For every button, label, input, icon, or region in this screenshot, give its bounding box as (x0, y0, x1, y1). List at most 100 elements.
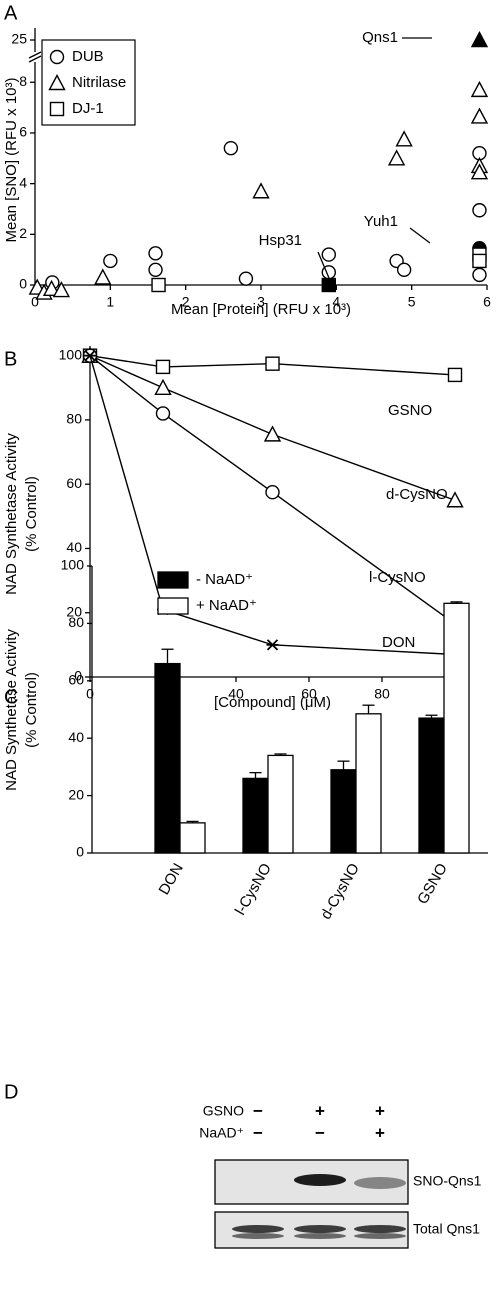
marker (52, 281, 71, 298)
marker (154, 378, 172, 395)
panel-label: A (4, 2, 18, 24)
annotation: Hsp31 (259, 232, 302, 249)
marker (321, 247, 336, 262)
y-tick-label: 2 (19, 225, 27, 241)
y-tick-label: 20 (66, 603, 82, 619)
y-tick-label: 40 (68, 729, 84, 745)
marker (155, 406, 171, 421)
sign: − (253, 1123, 263, 1142)
marker (395, 130, 413, 147)
x-tick-label: 2 (182, 294, 190, 310)
series-label: d-CysNO (386, 486, 448, 503)
bar (355, 713, 382, 854)
bar (443, 602, 470, 854)
blot-band (232, 1233, 284, 1239)
y-axis-title: (% Control) (23, 476, 40, 552)
marker (396, 262, 412, 277)
marker (266, 639, 279, 651)
legend-label: Nitrilase (72, 74, 126, 91)
blot-band (294, 1233, 346, 1239)
legend-marker (48, 74, 66, 91)
y-tick-label: 60 (66, 475, 82, 491)
marker (472, 267, 487, 283)
y-tick-label: 40 (66, 539, 82, 555)
axis-break (28, 51, 42, 59)
y-tick-label: 100 (61, 557, 85, 573)
panel-label: D (4, 1081, 18, 1103)
y-tick-label: 80 (68, 614, 84, 630)
bar (418, 717, 445, 854)
sign: + (315, 1101, 325, 1120)
marker (265, 356, 280, 371)
y-tick-label: 8 (19, 73, 27, 89)
legend-label: + NaAD⁺ (196, 597, 257, 614)
x-tick-label: 3 (257, 294, 265, 310)
y-tick-label: 0 (19, 276, 27, 292)
marker (223, 140, 239, 156)
annotation-line (409, 227, 431, 244)
bar (267, 754, 294, 854)
marker (470, 107, 489, 124)
marker (42, 279, 61, 297)
y-tick-label: 100 (59, 346, 83, 362)
legend-marker (49, 49, 65, 65)
y-tick-label: 0 (74, 668, 82, 684)
series-label: DON (382, 634, 415, 651)
series-label: l-CysNO (369, 569, 426, 586)
marker (148, 262, 163, 277)
bar (242, 777, 269, 854)
marker (151, 277, 166, 293)
series-line (89, 354, 456, 376)
axis-break (28, 55, 42, 63)
marker (472, 253, 487, 269)
marker (238, 271, 254, 286)
y-axis-title: (% Control) (23, 672, 40, 748)
marker (470, 31, 489, 48)
blot-band (294, 1174, 346, 1186)
x-axis-title: [Compound] (μM) (214, 694, 331, 711)
x-tick-label: 6 (483, 294, 491, 310)
x-tick-label: 4 (332, 294, 340, 310)
legend-swatch (157, 597, 189, 615)
x-tick-label: 40 (228, 686, 244, 702)
series-line (89, 355, 456, 625)
marker (470, 163, 489, 180)
annotation: Yuh1 (364, 213, 398, 230)
y-tick-label: 60 (68, 672, 84, 688)
x-tick-label: GSNO (414, 860, 451, 907)
x-tick-label: DON (156, 860, 187, 897)
sign: + (375, 1123, 385, 1142)
row-label: GSNO (203, 1103, 244, 1119)
marker (155, 359, 171, 375)
blot-band (354, 1177, 406, 1189)
panel-label: C (4, 686, 18, 708)
annotation-line (317, 251, 330, 279)
y-axis-title: NAD Synthetase Activity (3, 433, 20, 595)
marker (470, 80, 489, 98)
marker (447, 367, 463, 383)
y-tick-label: 20 (68, 786, 84, 802)
y-axis-title: Mean [SNO] (RFU x 10³) (3, 77, 20, 242)
band-label: Total Qns1 (413, 1221, 480, 1237)
y-tick-label: 0 (76, 844, 84, 860)
blot-band (354, 1233, 406, 1239)
band-label: SNO-Qns1 (413, 1173, 482, 1189)
legend-swatch (157, 571, 189, 589)
y-tick-label: 6 (19, 124, 27, 140)
marker (94, 268, 112, 285)
legend-label: DJ-1 (72, 100, 104, 117)
marker (472, 203, 487, 218)
x-tick-label: 60 (301, 686, 317, 702)
sign: + (375, 1101, 385, 1120)
marker (252, 182, 270, 199)
blot-band (294, 1225, 346, 1233)
y-tick-label: 80 (66, 411, 82, 427)
y-axis-title: NAD Synthetase Activity (3, 629, 20, 791)
series-line (89, 355, 456, 656)
marker (321, 277, 336, 293)
marker (148, 246, 163, 261)
series-line (89, 355, 456, 501)
marker (387, 149, 406, 166)
annotation: Qns1 (362, 29, 398, 46)
marker (103, 253, 118, 269)
